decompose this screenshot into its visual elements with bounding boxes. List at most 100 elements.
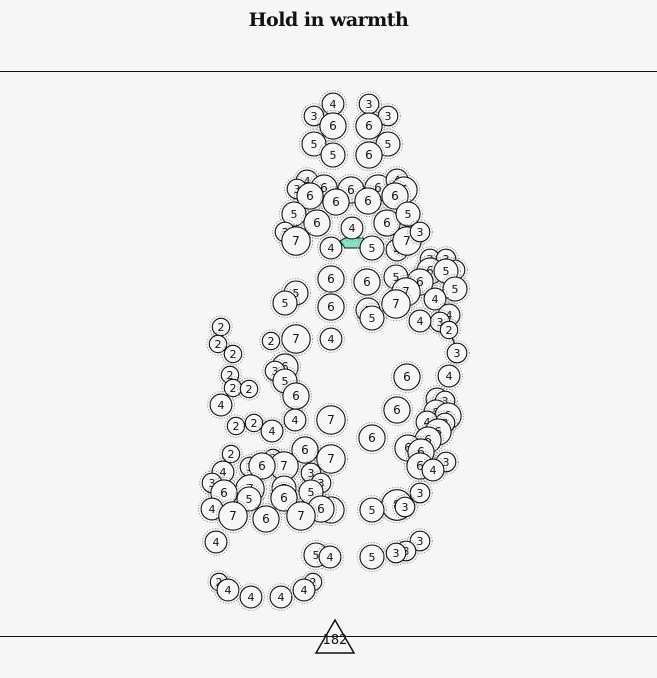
number-bubble[interactable]: 5	[318, 140, 348, 170]
number-bubble[interactable]: 4	[406, 307, 434, 335]
number-bubble[interactable]: 6	[350, 265, 383, 298]
number-bubble[interactable]: 3	[375, 103, 401, 129]
bubble-number: 4	[349, 222, 356, 235]
bubble-number: 4	[301, 584, 308, 597]
bubble-number: 6	[306, 189, 314, 203]
number-bubble[interactable]: 4	[290, 576, 318, 604]
number-bubble[interactable]: 3	[407, 219, 433, 245]
number-bubble[interactable]: 3	[383, 540, 409, 566]
number-bubble[interactable]: 6	[378, 179, 411, 212]
number-bubble[interactable]: 6	[316, 110, 349, 143]
number-bubble[interactable]: 7	[283, 498, 319, 534]
bubble-number: 7	[297, 509, 305, 523]
number-bubble[interactable]: 7	[313, 402, 349, 438]
number-bubble[interactable]: 3	[392, 494, 418, 520]
number-bubble[interactable]: 5	[357, 542, 387, 572]
number-bubble[interactable]: 6	[249, 502, 282, 535]
number-bubble[interactable]: 4	[317, 325, 345, 353]
number-bubble[interactable]: 7	[215, 498, 251, 534]
bubble-number: 4	[417, 315, 424, 328]
number-bubble[interactable]: 4	[319, 90, 347, 118]
number-bubble[interactable]: 5	[279, 199, 309, 229]
bubble-number: 6	[292, 389, 300, 403]
bubble-number: 4	[220, 466, 227, 479]
number-bubble[interactable]: 5	[234, 484, 264, 514]
number-bubble[interactable]: 3	[356, 91, 382, 117]
number-bubble[interactable]: 7	[313, 441, 349, 477]
number-bubble[interactable]: 4	[338, 214, 366, 242]
number-bubble[interactable]: 5	[357, 495, 387, 525]
number-bubble[interactable]: 4	[202, 528, 230, 556]
bubble-number: 2	[233, 420, 240, 433]
number-bubble[interactable]: 3	[444, 340, 470, 366]
number-bubble[interactable]: 4	[214, 576, 242, 604]
bubble-number: 3	[417, 487, 424, 500]
bubble-number: 6	[220, 486, 228, 500]
bubble-number: 6	[383, 216, 391, 230]
number-bubble[interactable]: 4	[267, 583, 295, 611]
number-bubble[interactable]: 6	[300, 206, 333, 239]
number-bubble[interactable]: 7	[278, 321, 314, 357]
bubble-number: 5	[313, 549, 320, 562]
number-bubble[interactable]: 6	[245, 449, 278, 482]
number-bubble[interactable]: 6	[390, 360, 423, 393]
number-bubble[interactable]: 7	[278, 223, 314, 259]
bubble-number: 5	[452, 283, 459, 296]
number-bubble[interactable]: 4	[281, 406, 309, 434]
bubble-number: 6	[374, 181, 382, 195]
number-bubble[interactable]: 4	[419, 456, 447, 484]
bubble-number: 7	[292, 332, 300, 346]
bubble-number: 6	[329, 119, 337, 133]
number-bubble[interactable]: 2	[221, 342, 245, 366]
number-bubble[interactable]: 4	[207, 391, 235, 419]
bubble-number: 4	[327, 551, 334, 564]
bubble-number: 4	[218, 399, 225, 412]
number-bubble[interactable]: 4	[435, 362, 463, 390]
number-bubble[interactable]: 6	[267, 481, 300, 514]
bubble-number: 3	[443, 456, 450, 469]
number-bubble[interactable]: 6	[314, 290, 347, 323]
number-bubble[interactable]: 4	[316, 543, 344, 571]
bubble-number: 5	[330, 149, 337, 162]
number-bubble[interactable]: 6	[355, 421, 388, 454]
bubble-number: 5	[369, 312, 376, 325]
bubble-number: 4	[209, 503, 216, 516]
number-bubble[interactable]: 2	[437, 318, 461, 342]
number-bubble[interactable]: 5	[357, 303, 387, 333]
bubble-number: 2	[228, 448, 235, 461]
number-bubble[interactable]: 5	[357, 233, 387, 263]
number-bubble[interactable]: 2	[259, 329, 283, 353]
number-bubble[interactable]: 6	[352, 138, 385, 171]
bubble-number: 4	[328, 242, 335, 255]
bubble-number: 5	[246, 493, 253, 506]
bubble-number: 2	[310, 576, 317, 589]
bubble-number: 3	[294, 183, 301, 196]
number-bubble[interactable]: 6	[352, 110, 385, 143]
bubble-number: 6	[317, 502, 325, 516]
bubble-number: 5	[405, 208, 412, 221]
bubble-number: 5	[308, 486, 315, 499]
number-bubble[interactable]: 2	[206, 332, 230, 356]
bubble-number: 6	[424, 433, 432, 447]
number-bubble[interactable]: 4	[258, 417, 286, 445]
bubble-number: 4	[304, 175, 311, 188]
number-bubble[interactable]: 3	[407, 528, 433, 554]
number-bubble[interactable]: 2	[242, 411, 266, 435]
bubble-number: 4	[330, 98, 337, 111]
number-bubble[interactable]: 6	[319, 185, 352, 218]
bubble-number: 6	[365, 119, 373, 133]
number-bubble[interactable]: 6	[380, 393, 413, 426]
number-bubble[interactable]: 2	[209, 315, 233, 339]
bubble-number: 5	[369, 504, 376, 517]
number-bubble[interactable]: 6	[314, 262, 347, 295]
number-bubble[interactable]: 4	[317, 234, 345, 262]
number-bubble[interactable]: 2	[219, 442, 243, 466]
bubble-number: 2	[246, 383, 253, 396]
number-bubble[interactable]: 5	[440, 274, 470, 304]
number-bubble[interactable]: 2	[237, 377, 261, 401]
number-bubble[interactable]: 5	[270, 288, 300, 318]
number-bubble[interactable]: 4	[237, 583, 265, 611]
bubble-number: 4	[446, 370, 453, 383]
number-bubble[interactable]: 7	[378, 286, 414, 322]
